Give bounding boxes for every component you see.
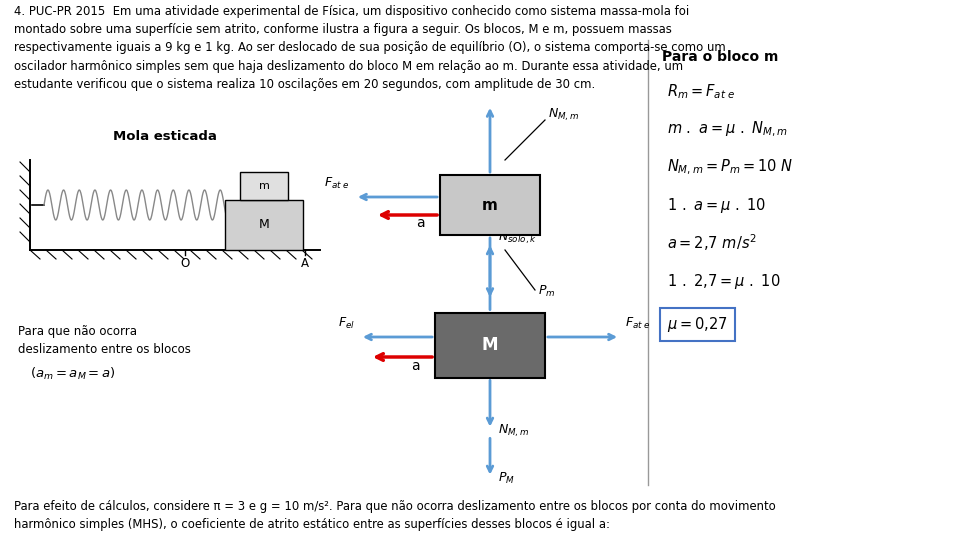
Text: Para efeito de cálculos, considere π = 3 e g = 10 m/s². Para que não ocorra desl: Para efeito de cálculos, considere π = 3… xyxy=(14,500,776,531)
Text: $F_{at\ e}$: $F_{at\ e}$ xyxy=(324,176,350,191)
Text: $N_{M,m}$: $N_{M,m}$ xyxy=(548,107,579,123)
Text: Para o bloco m: Para o bloco m xyxy=(662,50,779,64)
Text: 4. PUC-PR 2015  Em uma atividade experimental de Física, um dispositivo conhecid: 4. PUC-PR 2015 Em uma atividade experime… xyxy=(14,5,726,91)
Text: $1\ .\ 2{,}7 = \mu\ .\ 10$: $1\ .\ 2{,}7 = \mu\ .\ 10$ xyxy=(667,272,780,291)
Text: $\mu = 0{,}27$: $\mu = 0{,}27$ xyxy=(667,315,728,334)
Text: $a = 2{,}7\ m/s^2$: $a = 2{,}7\ m/s^2$ xyxy=(667,232,756,253)
Text: $N_{M,m}$: $N_{M,m}$ xyxy=(498,422,529,438)
Text: M: M xyxy=(482,336,498,354)
Text: deslizamento entre os blocos: deslizamento entre os blocos xyxy=(18,343,191,356)
Text: a: a xyxy=(411,359,420,373)
Text: $N_{M,m} = P_m = 10\ N$: $N_{M,m} = P_m = 10\ N$ xyxy=(667,158,794,177)
Bar xyxy=(440,175,540,235)
Text: $P_m$: $P_m$ xyxy=(538,284,556,299)
Text: $m\ .\ a = \mu\ .\ N_{M,m}$: $m\ .\ a = \mu\ .\ N_{M,m}$ xyxy=(667,120,788,139)
Text: $F_{el}$: $F_{el}$ xyxy=(338,316,355,331)
Text: $1\ .\ a = \mu\ .\ 10$: $1\ .\ a = \mu\ .\ 10$ xyxy=(667,196,766,215)
Bar xyxy=(225,200,303,250)
Text: $N_{solo,k}$: $N_{solo,k}$ xyxy=(498,229,537,246)
Text: m: m xyxy=(258,181,270,191)
Text: Mola esticada: Mola esticada xyxy=(113,130,217,143)
Text: $F_{at\ e}$: $F_{at\ e}$ xyxy=(625,316,651,331)
Bar xyxy=(435,313,545,377)
Text: Para que não ocorra: Para que não ocorra xyxy=(18,325,137,338)
Text: $R_m = F_{at\ e}$: $R_m = F_{at\ e}$ xyxy=(667,82,735,100)
Text: m: m xyxy=(482,198,498,213)
Text: a: a xyxy=(416,216,424,230)
Text: M: M xyxy=(258,219,270,232)
Text: $P_M$: $P_M$ xyxy=(498,470,515,485)
Text: A: A xyxy=(301,257,309,270)
Bar xyxy=(240,172,288,200)
Text: $(a_m = a_M = a)$: $(a_m = a_M = a)$ xyxy=(30,366,116,382)
Text: O: O xyxy=(180,257,190,270)
